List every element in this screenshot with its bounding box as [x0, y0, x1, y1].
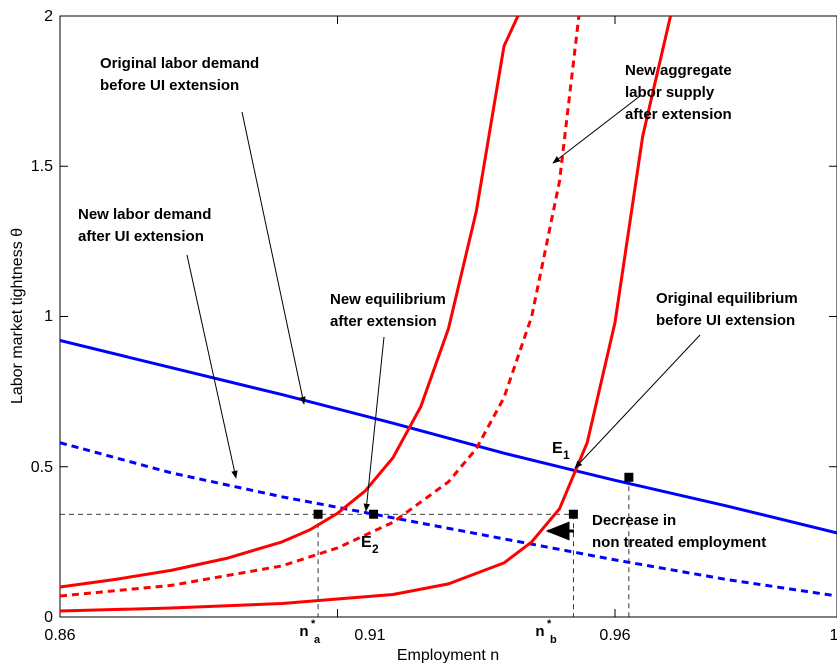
y-tick-label: 1	[44, 308, 53, 325]
svg-text:b: b	[550, 634, 557, 646]
svg-text:*: *	[311, 618, 316, 630]
y-tick-label: 1.5	[31, 158, 53, 175]
annotation-arrow	[574, 334, 701, 469]
annotation-original-equilibrium: Original equilibrium before UI extension	[656, 290, 802, 329]
x-tick-label: 0.96	[599, 627, 630, 644]
series-line-0	[60, 339, 837, 535]
y-tick-label: 0	[44, 609, 53, 626]
e1-label: E 1	[552, 440, 570, 462]
points-layer	[313, 472, 634, 519]
svg-text:1: 1	[563, 448, 570, 462]
series-line-3	[60, 16, 581, 598]
annotation-new-supply: New aggregate labor supply after extensi…	[625, 62, 736, 123]
e2-label: E 2	[361, 534, 379, 556]
annotation-original-demand: Original labor demand before UI extensio…	[100, 55, 263, 94]
nb-star-label: n b *	[535, 618, 557, 646]
annotation-arrow	[552, 95, 641, 164]
y-axis-label: Labor market tightness θ	[9, 228, 26, 404]
equilibrium-point	[369, 509, 379, 519]
svg-text:E: E	[361, 534, 372, 551]
equilibrium-point	[568, 509, 578, 519]
annotation-arrow	[186, 254, 238, 479]
plot-area	[59, 15, 837, 618]
annotation-new-equilibrium: New equilibrium after extension	[330, 291, 450, 330]
svg-text:*: *	[547, 618, 552, 630]
series-line-2	[60, 16, 520, 589]
annotation-arrow	[241, 111, 306, 405]
x-tick-label: 0.86	[44, 627, 75, 644]
svg-text:E: E	[552, 440, 563, 457]
y-tick-label: 0.5	[31, 459, 53, 476]
series-line-4	[60, 16, 672, 613]
annotation-arrow	[363, 336, 385, 512]
x-tick-label: 0.91	[354, 627, 385, 644]
svg-text:n: n	[299, 623, 308, 640]
svg-text:a: a	[314, 634, 321, 646]
series-line-1	[60, 441, 837, 598]
y-tick-label: 2	[44, 8, 53, 25]
x-axis-label: Employment n	[397, 647, 499, 663]
x-tick-label: 1	[830, 627, 837, 644]
na-star-label: n a *	[299, 618, 321, 646]
series-layer	[60, 16, 837, 613]
svg-text:2: 2	[372, 542, 379, 556]
annotation-decrease: Decrease in non treated employment	[592, 512, 766, 551]
equilibrium-point	[624, 472, 634, 482]
svg-text:n: n	[535, 623, 544, 640]
axis-ticks	[59, 15, 837, 618]
annotation-new-demand: New labor demand after UI extension	[78, 206, 216, 245]
equilibrium-point	[313, 509, 323, 519]
